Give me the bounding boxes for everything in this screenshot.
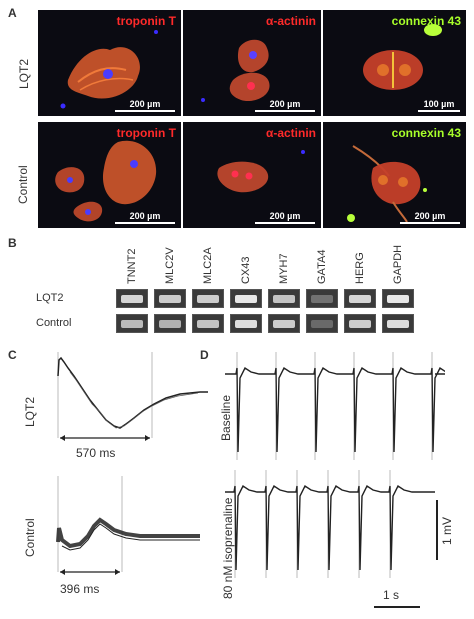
gel-band — [387, 320, 409, 328]
duration-label-lqt2: 570 ms — [76, 446, 116, 460]
gel-band — [349, 320, 371, 328]
micrograph-control-connexin: connexin 43 200 µm — [323, 122, 466, 228]
gel-band — [311, 320, 333, 328]
gel-lane-control-myh7 — [268, 314, 300, 333]
panel-b-letter: B — [8, 236, 17, 250]
micrograph-control-troponin: troponin T 200 µm — [38, 122, 181, 228]
trace-control-ap — [50, 476, 210, 586]
micrograph-lqt2-connexin: connexin 43 100 µm — [323, 10, 466, 116]
gel-band — [311, 295, 333, 303]
gel-lane-control-gata4 — [306, 314, 338, 333]
gene-label-gapdh: GAPDH — [392, 244, 404, 284]
gel-lane-control-tnnt2 — [116, 314, 148, 333]
stain-label-actinin-lqt2: α-actinin — [265, 14, 316, 28]
gel-band — [273, 295, 295, 303]
panel-a-letter: A — [8, 6, 17, 20]
gene-label-mlc2a: MLC2A — [202, 247, 214, 284]
gene-label-gata4: GATA4 — [316, 249, 328, 284]
trace-label-lqt2: LQT2 — [23, 396, 37, 427]
gel-lane-lqt2-tnnt2 — [116, 289, 148, 308]
time-scalebar — [374, 606, 420, 608]
gel-lane-control-herg — [344, 314, 376, 333]
gel-band — [159, 320, 181, 328]
gel-band — [197, 295, 219, 303]
gel-lane-lqt2-mlc2a — [192, 289, 224, 308]
gel-lane-control-cx43 — [230, 314, 262, 333]
row-label-control: Control — [16, 165, 30, 204]
gene-label-cx43: CX43 — [240, 256, 252, 284]
field-potential-trace — [225, 366, 445, 453]
panel-d-letter: D — [200, 348, 209, 362]
gel-lane-lqt2-mlc2v — [154, 289, 186, 308]
gel-band — [197, 320, 219, 328]
stain-label-connexin-control: connexin 43 — [391, 126, 461, 140]
micrograph-control-actinin: α-actinin 200 µm — [183, 122, 321, 228]
gel-band — [159, 295, 181, 303]
gel-lane-control-mlc2v — [154, 314, 186, 333]
gel-band — [235, 295, 257, 303]
scalebar-control-3: 200 µm — [400, 211, 460, 224]
row-label-lqt2: LQT2 — [17, 58, 31, 89]
gel-band — [349, 295, 371, 303]
micrograph-lqt2-actinin: α-actinin 200 µm — [183, 10, 321, 116]
scalebar-lqt2-2: 200 µm — [255, 99, 315, 112]
scalebar-lqt2-3: 100 µm — [418, 99, 460, 112]
gel-lane-lqt2-myh7 — [268, 289, 300, 308]
voltage-scalebar — [436, 500, 438, 560]
stain-label-troponin-lqt2: troponin T — [116, 14, 176, 28]
panel-c-letter: C — [8, 348, 17, 362]
trace-baseline — [225, 352, 445, 462]
field-potential-trace — [225, 484, 435, 571]
gel-lane-lqt2-gata4 — [306, 289, 338, 308]
trace-isoprenaline — [225, 470, 445, 580]
scalebar-lqt2-1: 200 µm — [115, 99, 175, 112]
gel-band — [235, 320, 257, 328]
gel-row-label-lqt2: LQT2 — [36, 292, 64, 304]
stain-label-troponin-control: troponin T — [116, 126, 176, 140]
gel-lane-lqt2-cx43 — [230, 289, 262, 308]
scalebar-control-2: 200 µm — [255, 211, 315, 224]
gel-lane-control-mlc2a — [192, 314, 224, 333]
gel-lane-lqt2-gapdh — [382, 289, 414, 308]
duration-label-control: 396 ms — [60, 582, 100, 596]
gel-band — [121, 320, 143, 328]
gel-row-label-control: Control — [36, 317, 72, 329]
micrograph-lqt2-troponin: troponin T 200 µm — [38, 10, 181, 116]
gel-band — [387, 295, 409, 303]
trace-label-control: Control — [23, 518, 37, 557]
stain-label-actinin-control: α-actinin — [265, 126, 316, 140]
gel-band — [273, 320, 295, 328]
scalebar-control-1: 200 µm — [115, 211, 175, 224]
gene-label-mlc2v: MLC2V — [164, 247, 176, 284]
gene-label-myh7: MYH7 — [278, 253, 290, 284]
gel-lane-lqt2-herg — [344, 289, 376, 308]
stain-label-connexin-lqt2: connexin 43 — [391, 14, 461, 28]
gel-band — [121, 295, 143, 303]
time-scale-label: 1 s — [383, 588, 400, 602]
gel-lane-control-gapdh — [382, 314, 414, 333]
voltage-scale-label: 1 mV — [440, 516, 454, 545]
gene-label-herg: HERG — [354, 252, 366, 284]
gene-label-tnnt2: TNNT2 — [126, 248, 138, 284]
trace-lqt2-ap — [50, 352, 210, 462]
